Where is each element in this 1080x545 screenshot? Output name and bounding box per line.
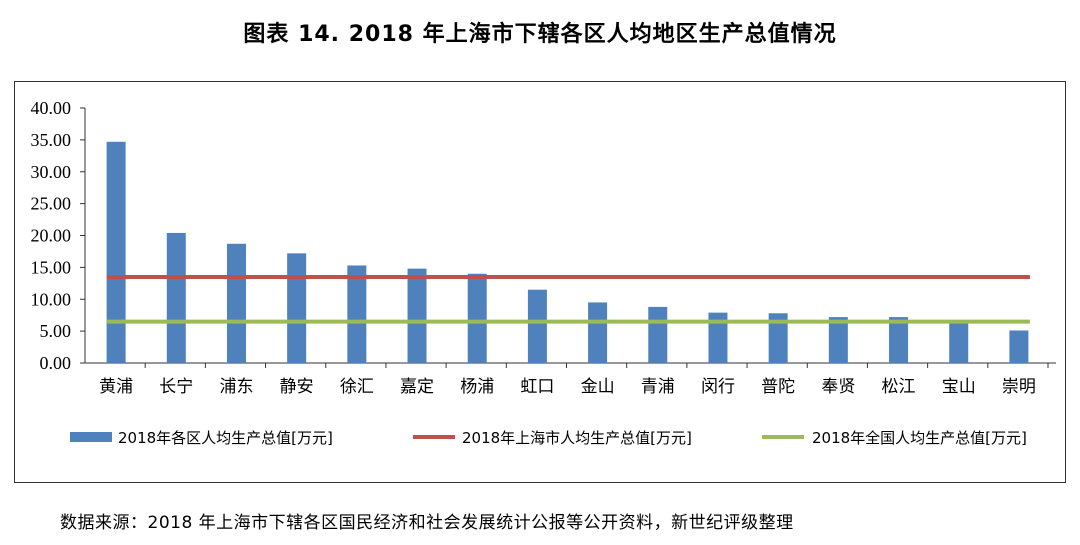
chart-frame xyxy=(14,81,1066,483)
category-label: 浦东 xyxy=(219,377,253,397)
category-label: 长宁 xyxy=(159,377,193,397)
legend-label: 2018年各区人均生产总值[万元] xyxy=(118,429,333,447)
bar xyxy=(949,322,969,363)
y-tick-label: 40.00 xyxy=(31,98,72,118)
data-source-note: 数据来源：2018 年上海市下辖各区国民经济和社会发展统计公报等公开资料，新世纪… xyxy=(60,513,794,533)
y-tick-label: 35.00 xyxy=(31,130,72,150)
bar xyxy=(828,317,848,363)
bar xyxy=(708,312,728,363)
category-label: 宝山 xyxy=(942,377,976,397)
category-label: 徐汇 xyxy=(340,377,374,397)
category-label: 普陀 xyxy=(761,377,795,397)
bar xyxy=(166,232,186,363)
category-label: 金山 xyxy=(581,377,615,397)
y-tick-label: 5.00 xyxy=(40,321,72,341)
y-tick-label: 25.00 xyxy=(31,194,72,214)
legend-swatch xyxy=(70,432,112,442)
bar xyxy=(768,313,788,363)
bar xyxy=(347,265,367,363)
bar xyxy=(889,317,909,363)
bar xyxy=(287,253,307,363)
y-tick-label: 15.00 xyxy=(31,257,72,277)
bar xyxy=(1009,330,1029,363)
category-label: 嘉定 xyxy=(400,377,434,397)
bar xyxy=(588,302,608,363)
category-label: 静安 xyxy=(280,377,314,397)
bar xyxy=(226,243,246,363)
category-label: 崇明 xyxy=(1002,377,1036,397)
legend-label: 2018年全国人均生产总值[万元] xyxy=(812,429,1027,447)
bar xyxy=(648,306,668,363)
y-tick-label: 10.00 xyxy=(31,289,72,309)
category-label: 杨浦 xyxy=(460,377,494,397)
bar xyxy=(106,141,126,363)
chart-title: 图表 14. 2018 年上海市下辖各区人均地区生产总值情况 xyxy=(243,22,837,47)
category-label: 黄浦 xyxy=(99,377,133,397)
category-label: 青浦 xyxy=(641,377,675,397)
category-label: 松江 xyxy=(882,377,916,397)
bar-chart: 0.00 5.00 10.00 15.00 20.00 25.00 30.00 35.00 40… xyxy=(31,98,1056,447)
y-tick-label: 20.00 xyxy=(31,226,72,246)
category-label: 虹口 xyxy=(520,377,554,397)
bar xyxy=(467,273,487,363)
y-tick-label: 0.00 xyxy=(40,353,72,373)
category-label: 闵行 xyxy=(701,377,735,397)
y-tick-label: 30.00 xyxy=(31,162,72,182)
category-label: 奉贤 xyxy=(821,377,855,397)
bar xyxy=(407,268,427,363)
legend-label: 2018年上海市人均生产总值[万元] xyxy=(462,429,692,447)
bar xyxy=(527,289,547,363)
